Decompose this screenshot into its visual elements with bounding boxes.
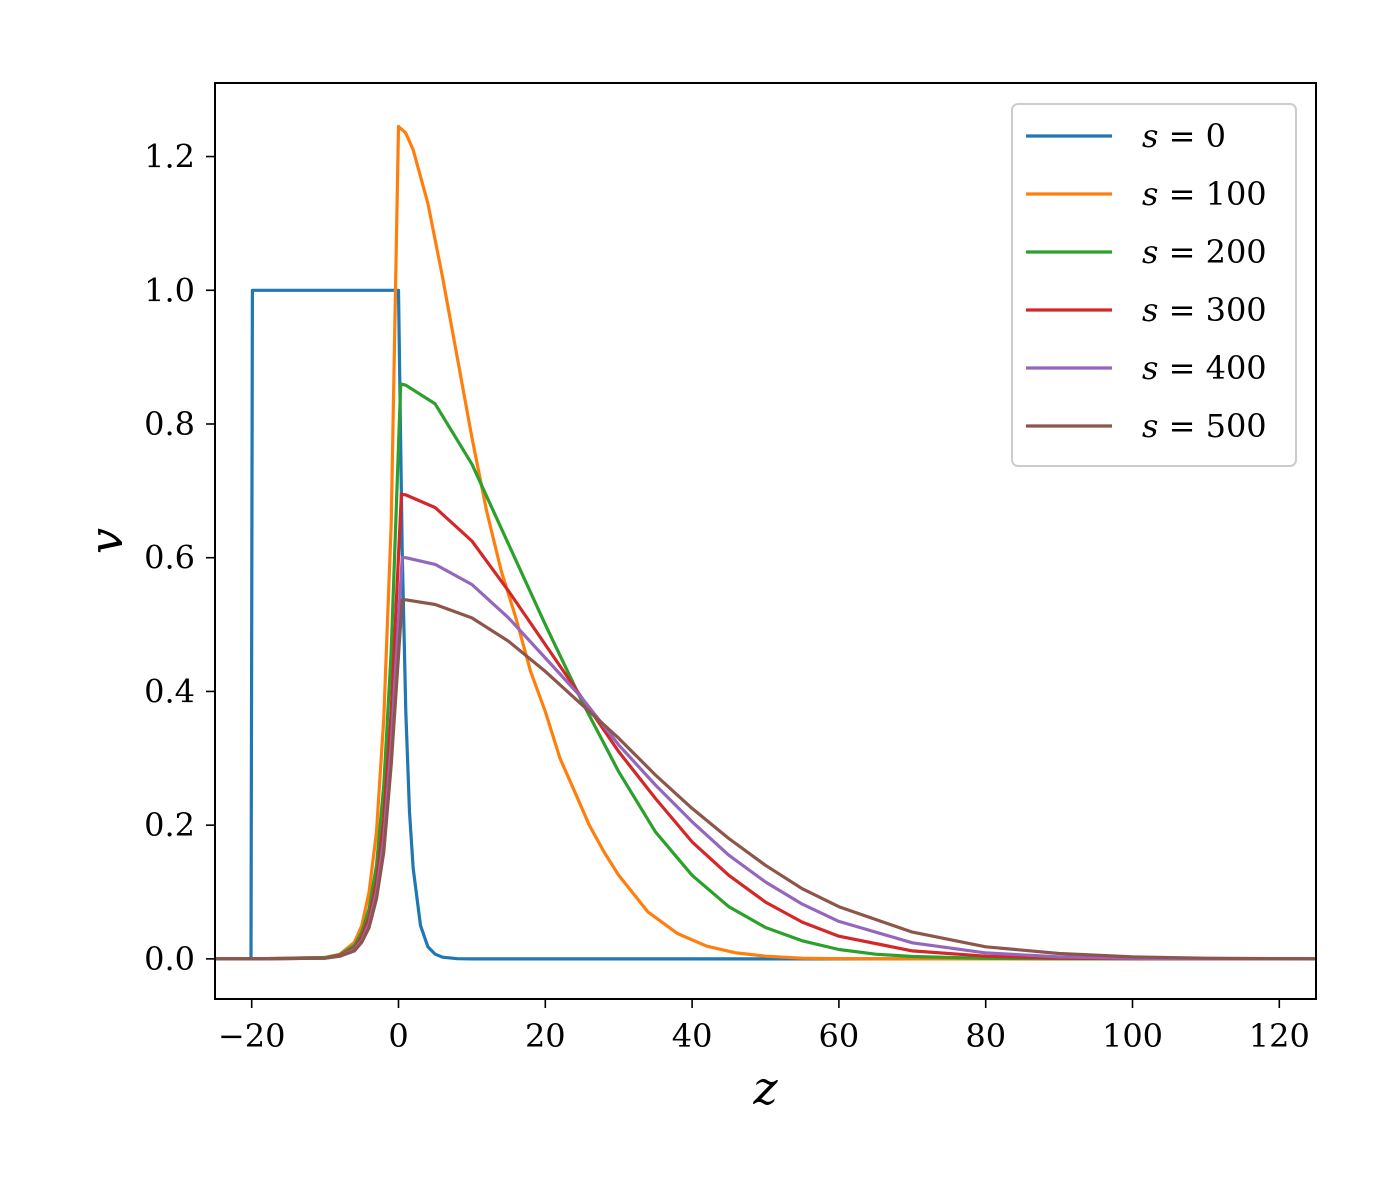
legend-label: s = 0	[1142, 117, 1226, 155]
y-axis: 0.0 0.2 0.4 0.6 0.8 1.0 1.2	[144, 138, 215, 978]
x-tick-label: 80	[965, 1017, 1006, 1055]
series-layer	[215, 124, 1316, 961]
plot-frame	[214, 82, 1317, 1000]
y-tick-label: 0.6	[144, 539, 195, 577]
x-tick-label: −20	[218, 1017, 286, 1055]
series-line-2	[215, 382, 1316, 961]
series-line-3	[215, 492, 1316, 961]
x-tick-label: 0	[388, 1017, 408, 1055]
x-tick-label: 20	[525, 1017, 566, 1055]
x-tick-label: 120	[1249, 1017, 1310, 1055]
x-axis: −20 0 20 40 60 80 100 120	[218, 999, 1310, 1055]
y-axis-label: v	[79, 528, 133, 554]
legend-label: s = 400	[1142, 349, 1267, 387]
y-tick-label: 0.2	[144, 806, 195, 844]
x-tick-label: 100	[1102, 1017, 1163, 1055]
legend-label: s = 200	[1142, 233, 1267, 271]
x-axis-label: z	[752, 1061, 778, 1115]
series-line-1	[215, 124, 1316, 961]
y-tick-label: 1.0	[144, 271, 195, 309]
series-line-0	[215, 288, 1316, 961]
legend-label: s = 100	[1142, 175, 1267, 213]
legend-label: s = 300	[1142, 291, 1267, 329]
y-tick-label: 0.0	[144, 940, 195, 978]
y-tick-label: 1.2	[144, 138, 195, 176]
x-tick-label: 60	[819, 1017, 860, 1055]
x-tick-label: 40	[672, 1017, 713, 1055]
y-tick-label: 0.8	[144, 405, 195, 443]
series-line-5	[215, 598, 1316, 961]
legend: s = 0 s = 100 s = 200 s = 300 s = 400 s = 500	[1011, 103, 1297, 467]
y-tick-label: 0.4	[144, 672, 195, 710]
legend-label: s = 500	[1142, 407, 1267, 445]
